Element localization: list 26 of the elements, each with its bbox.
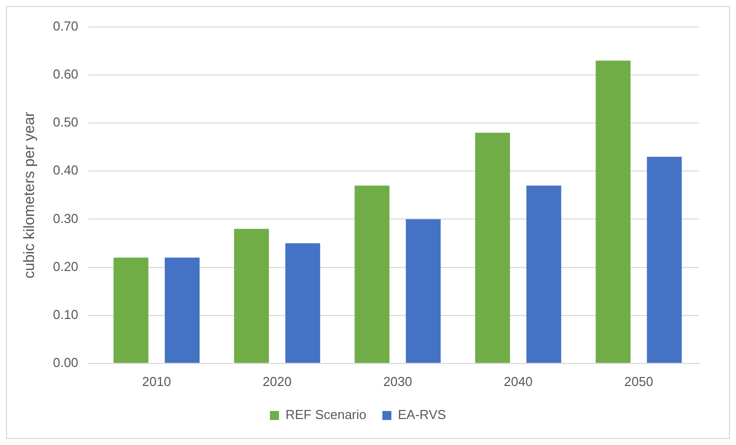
bar	[526, 186, 562, 363]
y-tick-label: 0.30	[52, 210, 78, 226]
y-tick-label: 0.00	[52, 354, 78, 370]
y-tick-label: 0.50	[52, 114, 78, 130]
bar	[596, 60, 631, 363]
y-tick-label: 0.10	[52, 306, 78, 322]
bar	[114, 258, 148, 363]
bar	[234, 228, 269, 363]
bar	[406, 219, 441, 363]
y-tick-label: 0.60	[52, 66, 78, 82]
x-tick-label: 2030	[383, 374, 412, 389]
legend-label: EA-RVS	[398, 407, 446, 422]
bar	[475, 132, 510, 363]
bar	[285, 243, 320, 363]
y-axis-title: cubic kilometers per year	[21, 112, 38, 279]
y-tick-label: 0.40	[52, 162, 78, 178]
y-tick-label: 0.70	[52, 18, 78, 34]
bar	[646, 156, 682, 363]
y-tick-label: 0.20	[52, 258, 78, 274]
x-tick-label: 2010	[142, 374, 172, 389]
bar	[164, 258, 200, 363]
legend-label: REF Scenario	[285, 407, 366, 422]
x-tick-label: 2020	[262, 374, 292, 389]
x-tick-label: 2040	[504, 374, 533, 389]
x-tick-label: 2050	[624, 374, 654, 389]
bar	[354, 186, 390, 363]
